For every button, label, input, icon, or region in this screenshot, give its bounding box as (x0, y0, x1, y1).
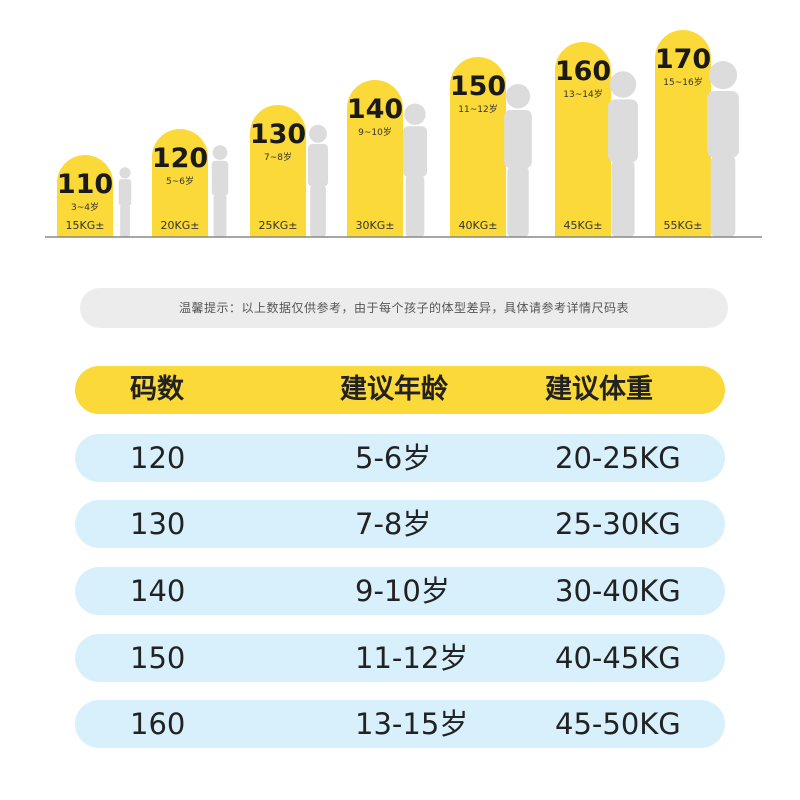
cell-size: 130 (130, 507, 186, 541)
header-weight: 建议体重 (545, 374, 653, 405)
child-silhouette (307, 124, 329, 237)
size-pillar (250, 105, 306, 237)
size-label: 140 (347, 94, 403, 125)
cell-weight: 45-50KG (555, 707, 681, 741)
table-row: 160 13-15岁 45-50KG (75, 700, 725, 748)
table-row: 140 9-10岁 30-40KG (75, 567, 725, 615)
cell-age: 9-10岁 (355, 574, 450, 608)
age-label: 5~6岁 (166, 175, 194, 187)
cell-age: 11-12岁 (355, 641, 469, 675)
size-pillar (655, 30, 711, 237)
weight-label: 25KG± (259, 219, 298, 232)
cell-weight: 25-30KG (555, 507, 681, 541)
size-pillar (152, 129, 208, 237)
cell-age: 13-15岁 (355, 707, 469, 741)
size-label: 170 (655, 44, 711, 75)
age-label: 9~10岁 (358, 126, 392, 138)
cell-weight: 40-45KG (555, 641, 681, 675)
weight-label: 45KG± (564, 219, 603, 232)
child-silhouette (402, 103, 428, 237)
table-row: 150 11-12岁 40-45KG (75, 634, 725, 682)
size-pillar (555, 42, 611, 237)
age-label: 3~4岁 (71, 201, 99, 213)
cell-size: 150 (130, 641, 186, 675)
size-label: 130 (250, 119, 306, 150)
weight-label: 15KG± (66, 219, 105, 232)
child-silhouette (211, 145, 229, 237)
child-silhouette (504, 84, 532, 237)
cell-weight: 30-40KG (555, 574, 681, 608)
age-label: 11~12岁 (458, 103, 497, 115)
cell-size: 140 (130, 574, 186, 608)
notice-banner: 温馨提示：以上数据仅供参考，由于每个孩子的体型差异，具体请参考详情尺码表 (80, 288, 728, 328)
cell-size: 120 (130, 441, 186, 475)
size-pillar (347, 80, 403, 237)
weight-label: 30KG± (356, 219, 395, 232)
size-pillar (57, 155, 113, 237)
table-header: 码数 建议年龄 建议体重 (75, 366, 725, 414)
weight-label: 40KG± (459, 219, 498, 232)
size-label: 160 (555, 56, 611, 87)
header-size: 码数 (130, 374, 184, 405)
table-row: 120 5-6岁 20-25KG (75, 434, 725, 482)
size-label: 120 (152, 143, 208, 174)
cell-age: 7-8岁 (355, 507, 432, 541)
size-label: 110 (57, 169, 113, 200)
cell-age: 5-6岁 (355, 441, 432, 475)
cell-weight: 20-25KG (555, 441, 681, 475)
child-silhouette (707, 61, 739, 237)
child-silhouette (118, 167, 132, 237)
age-label: 13~14岁 (563, 88, 602, 100)
size-pillar (450, 57, 506, 237)
age-label: 15~16岁 (663, 76, 702, 88)
header-age: 建议年龄 (340, 374, 448, 405)
weight-label: 55KG± (664, 219, 703, 232)
table-row: 130 7-8岁 25-30KG (75, 500, 725, 548)
child-silhouette (608, 71, 638, 237)
size-height-chart: 110 3~4岁 15KG± 120 5~6岁 20KG± 130 7~8岁 25KG± 140 9… (0, 0, 800, 250)
age-label: 7~8岁 (264, 151, 292, 163)
cell-size: 160 (130, 707, 186, 741)
size-label: 150 (450, 71, 506, 102)
weight-label: 20KG± (161, 219, 200, 232)
